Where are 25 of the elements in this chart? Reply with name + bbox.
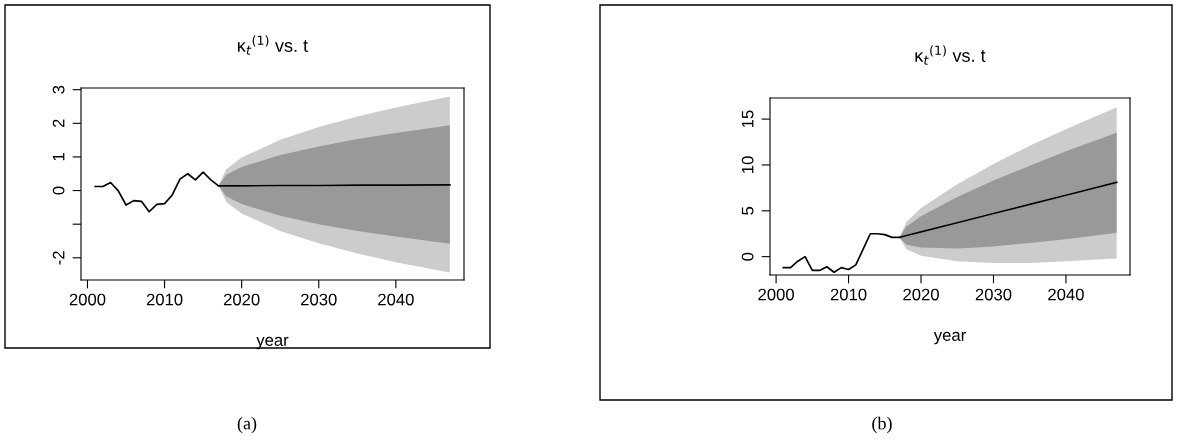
x-tick-label: 2030 [301,293,337,306]
y-tick-label: 2 [52,119,65,128]
text: (a) [237,416,257,434]
y-tick-label: 0 [52,186,65,195]
x-tick-label: 2010 [146,293,183,306]
y-tick-label: 3 [52,85,65,94]
y-tick-label: 10 [741,156,754,173]
x-tick-label: 2020 [223,293,260,306]
x-tick-label: 2010 [830,288,867,301]
x-tick-label: 2040 [378,293,414,306]
x-tick-label: 2020 [903,288,939,301]
x-tick-label: 2000 [69,293,106,306]
chart-title: κ$_{t}$$^{(1)}$ vs. t [915,45,986,65]
y-tick-label: 15 [741,110,754,128]
y-tick-label: 0 [741,252,754,261]
y-tick-label: 1 [52,153,65,161]
chart-title: κ$_{t}$$^{(1)}$ vs. t [237,35,308,55]
x-tick-label: 2000 [758,288,794,301]
x-tick-label: 2040 [1048,288,1084,301]
y-tick-label: 5 [741,206,754,215]
text: (b) [872,416,892,434]
y-tick-label: -2 [52,251,65,265]
x-tick-label: 2030 [975,288,1012,301]
x-axis-title: year [256,336,289,350]
x-axis-title: year [933,331,966,345]
